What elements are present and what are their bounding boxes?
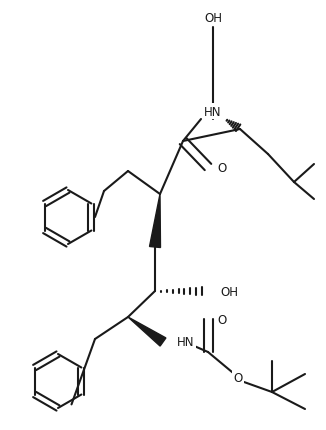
Text: HN: HN <box>177 336 195 349</box>
Polygon shape <box>150 194 160 248</box>
Polygon shape <box>128 317 166 346</box>
Text: O: O <box>217 162 226 175</box>
Text: OH: OH <box>204 12 222 25</box>
Text: O: O <box>217 313 226 326</box>
Text: HN: HN <box>204 105 222 118</box>
Text: O: O <box>233 372 243 384</box>
Text: OH: OH <box>220 285 238 298</box>
